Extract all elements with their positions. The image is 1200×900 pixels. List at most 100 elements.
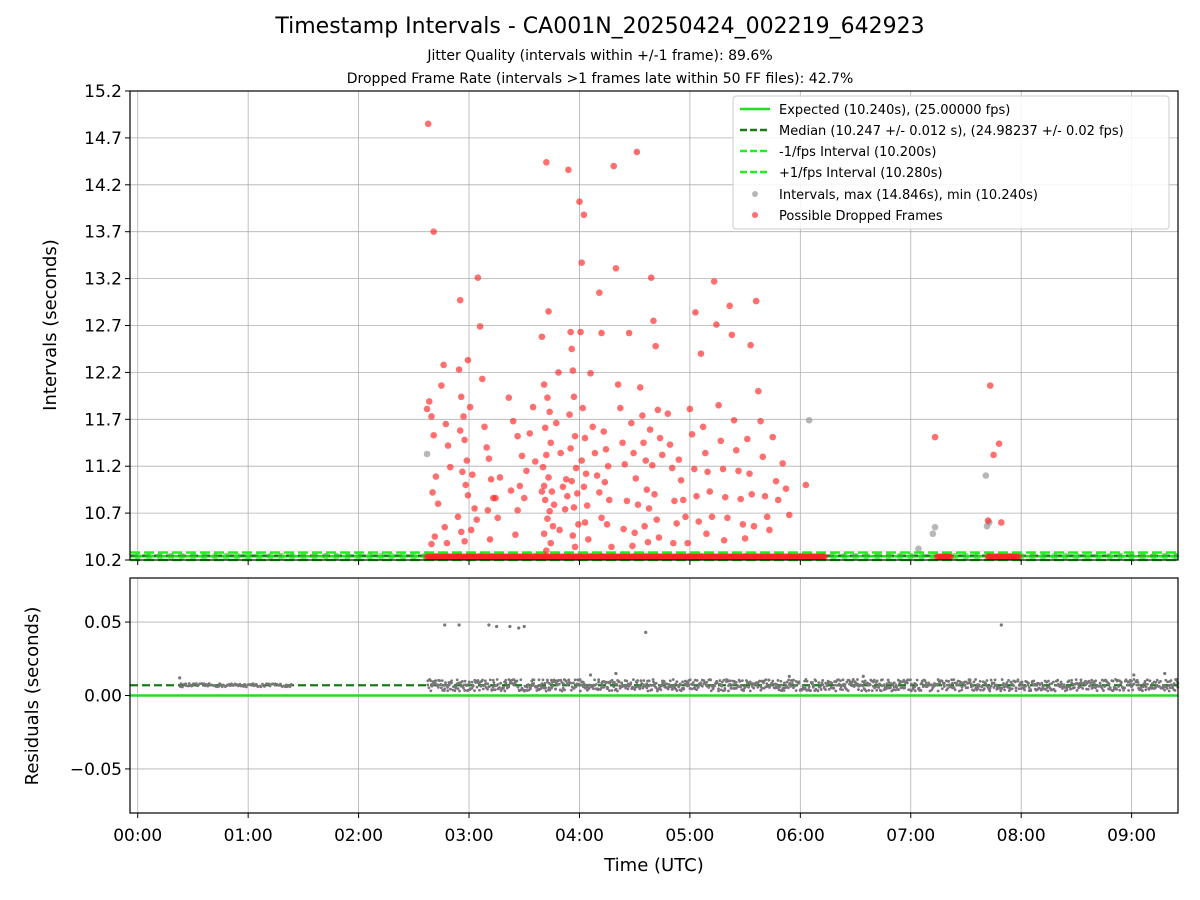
dropped-frame-point — [494, 514, 502, 522]
residual-point — [861, 684, 865, 688]
residual-point — [596, 687, 600, 691]
dropped-frame-point — [473, 516, 481, 523]
residual-outlier-point — [457, 623, 461, 627]
residual-point — [230, 682, 233, 686]
residual-point — [583, 683, 587, 687]
residual-point — [1095, 689, 1099, 693]
dropped-frame-point — [998, 519, 1005, 526]
residual-point — [1143, 682, 1147, 686]
dropped-frame-point — [612, 264, 620, 272]
residual-point — [936, 689, 940, 693]
residual-point — [909, 689, 913, 693]
residual-point — [812, 684, 815, 688]
residual-point — [1042, 684, 1046, 688]
dropped-frame-point — [630, 449, 637, 457]
interval-point — [222, 552, 230, 560]
residual-point — [886, 678, 890, 682]
residual-point — [988, 689, 992, 693]
residual-point — [1148, 679, 1152, 683]
interval-point — [973, 552, 981, 560]
residual-point — [780, 689, 784, 693]
dropped-frame-point — [697, 350, 705, 357]
residual-point — [1127, 689, 1131, 692]
residual-point — [786, 686, 790, 690]
dropped-frame-point — [668, 464, 676, 472]
residual-point — [805, 679, 809, 683]
residual-point — [839, 679, 842, 683]
residual-outlier-point — [495, 624, 499, 629]
interval-point — [288, 552, 296, 560]
residual-point — [688, 678, 692, 682]
residual-point — [634, 685, 638, 689]
dropped-frame-point — [424, 120, 432, 128]
residual-point — [1087, 679, 1091, 683]
residual-point — [767, 678, 771, 682]
residual-point — [456, 687, 460, 691]
residual-point — [548, 688, 552, 692]
x-tick-label: 07:00 — [886, 826, 935, 846]
residual-point — [950, 678, 954, 682]
dropped-frame-point — [520, 494, 528, 502]
residual-point — [1115, 687, 1119, 691]
interval-point — [244, 552, 252, 560]
interval-point — [907, 552, 915, 560]
residual-point — [1084, 679, 1087, 683]
residual-point — [180, 685, 184, 689]
residual-point — [935, 682, 939, 686]
residual-point — [952, 686, 956, 690]
residual-point — [478, 688, 481, 692]
legend-box — [732, 95, 1170, 230]
dropped-frame-point — [443, 539, 451, 547]
residual-point — [651, 678, 655, 681]
interval-point — [266, 552, 274, 560]
residual-point — [1145, 678, 1149, 682]
x-tick-label: 05:00 — [665, 826, 714, 846]
dropped-frame-point — [747, 341, 754, 349]
residual-point — [782, 681, 786, 685]
residual-point — [532, 682, 536, 685]
dropped-frame-point — [755, 387, 762, 395]
interval-point — [1106, 552, 1114, 560]
dropped-frame-point — [456, 427, 464, 434]
residual-point — [1020, 680, 1024, 684]
residual-point — [758, 679, 761, 683]
dropped-frame-point — [735, 467, 742, 475]
dropped-frame-point — [547, 439, 555, 447]
dropped-frame-point — [552, 419, 560, 427]
dropped-frame-point — [732, 446, 740, 454]
residual-point — [985, 679, 989, 682]
residual-point — [993, 678, 997, 682]
residual-point — [819, 688, 823, 691]
top-y-tick-label: 11.2 — [84, 457, 122, 477]
residual-point — [1136, 680, 1140, 684]
residual-point — [851, 678, 855, 682]
residual-point — [691, 683, 695, 687]
residual-point — [1108, 687, 1112, 691]
interval-point — [1094, 552, 1102, 560]
residual-point — [467, 682, 471, 686]
residual-point — [768, 686, 771, 689]
dropped-frame-point — [484, 506, 492, 514]
residual-point — [279, 682, 282, 686]
residual-point — [940, 679, 944, 683]
residual-point — [462, 686, 465, 690]
residual-point — [565, 683, 569, 687]
residual-point — [737, 678, 741, 682]
dropped-frame-point — [652, 342, 659, 350]
dropped-frame-point — [651, 491, 658, 498]
dropped-frame-point — [566, 411, 573, 418]
dropped-frame-point — [556, 526, 563, 534]
residual-point — [686, 681, 690, 685]
residual-point — [728, 682, 732, 686]
residual-point — [942, 685, 946, 688]
residual-point — [672, 685, 676, 688]
residual-point — [491, 678, 495, 682]
dropped-frame-point — [423, 405, 431, 413]
dropped-frame-point — [463, 457, 471, 464]
residual-point — [659, 688, 663, 692]
interval-point — [233, 552, 241, 560]
residual-point — [442, 684, 446, 687]
residual-point — [470, 686, 474, 690]
residual-point — [764, 678, 768, 682]
residual-point — [547, 686, 551, 690]
